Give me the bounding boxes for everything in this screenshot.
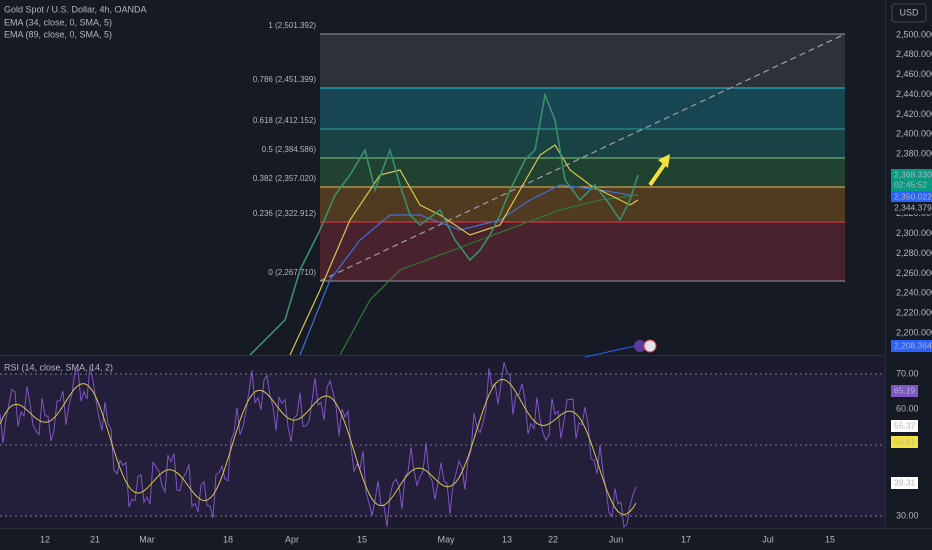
price-badge: [891, 169, 932, 181]
price-tick: 2,400.000: [896, 129, 932, 139]
symbol: Gold Spot / U.S. Dollar, 4h, OANDA: [4, 4, 147, 14]
time-tick: 17: [681, 534, 691, 544]
time-tick: 15: [825, 534, 835, 544]
fib-label: 0.786 (2,451.399): [253, 75, 316, 84]
time-tick: Mar: [139, 534, 155, 544]
price-badge-label: 2,368.330: [894, 169, 932, 179]
fib-zones: [319, 33, 846, 282]
fib-label: 0.382 (2,357.020): [253, 174, 316, 183]
arrow-head: [658, 154, 670, 168]
ema-200: [339, 194, 639, 356]
event-icon: [643, 339, 657, 353]
time-tick: May: [437, 534, 455, 544]
fib-label: 1 (2,501.392): [268, 21, 316, 30]
price-badge: [891, 202, 932, 214]
price-tick: 2,440.000: [896, 89, 932, 99]
price-tick: 2,500.000: [896, 29, 932, 39]
fib-label: 0.618 (2,412.152): [253, 116, 316, 125]
price: [249, 92, 639, 356]
rsi-tick: 60.00: [896, 403, 919, 413]
price-badge-label: 2,350.022: [894, 191, 932, 201]
fib-label: 0.236 (2,322.912): [253, 209, 316, 218]
time-tick: 18: [223, 534, 233, 544]
price-tick: 2,280.000: [896, 248, 932, 258]
rsi-badge-label: 65.19: [894, 385, 916, 395]
rsi-band: [0, 374, 885, 516]
time-tick: 22: [548, 534, 558, 544]
ema-89: [299, 184, 631, 356]
time-tick: 21: [90, 534, 100, 544]
trend-line: [319, 33, 846, 282]
time-tick: Apr: [285, 534, 299, 544]
price-tick: 2,200.000: [896, 327, 932, 337]
indicator: EMA (34, close, 0, SMA, 5): [4, 17, 112, 27]
fib-zone: [320, 222, 845, 281]
price-badge: [891, 179, 932, 191]
price-badge: [891, 191, 932, 203]
fib-label: 0.5 (2,384.586): [262, 145, 317, 154]
fib-zone: [320, 129, 845, 158]
time-tick: Jun: [609, 534, 624, 544]
price-tick: 2,480.000: [896, 49, 932, 59]
price-tick: 2,260.000: [896, 268, 932, 278]
rsi-ma: [0, 378, 637, 516]
arrow: [648, 160, 668, 187]
fib-zone: [320, 34, 845, 88]
fib-label: 0 (2,267.710): [268, 268, 316, 277]
fib-zone: [320, 88, 845, 129]
rsi-title: RSI (14, close, SMA, 14, 2): [4, 362, 113, 372]
rsi-tick: 70.00: [896, 368, 919, 378]
price-badge: [891, 340, 932, 352]
rsi-line: [0, 362, 637, 529]
price-tick: 2,300.000: [896, 228, 932, 238]
currency[interactable]: USD: [899, 7, 919, 17]
price-tick: 2,460.000: [896, 69, 932, 79]
price-badge-label: 02:45:52: [894, 179, 927, 189]
price-badge-label: 2,344.379: [894, 202, 932, 212]
rsi-badge-label: 50.81: [894, 436, 916, 446]
price-tick: 2,220.000: [896, 308, 932, 318]
price-tick: 2,240.000: [896, 288, 932, 298]
rsi-badge: [891, 477, 918, 489]
currency-button[interactable]: [891, 3, 927, 23]
rsi-lines: [0, 362, 637, 529]
time-tick: 12: [40, 534, 50, 544]
rsi-badge-label: 55.37: [894, 420, 916, 430]
rsi-badge: [891, 385, 918, 397]
price-badge-label: 2,208.364: [894, 340, 932, 350]
rsi-badge: [891, 436, 918, 448]
time-tick: 13: [502, 534, 512, 544]
rsi-badge: [891, 420, 918, 432]
event-line: [584, 345, 636, 358]
price-axis: [885, 0, 932, 528]
time-tick: Jul: [762, 534, 774, 544]
indicator: EMA (89, close, 0, SMA, 5): [4, 29, 112, 39]
event-icon: [634, 340, 646, 352]
time-tick: 15: [357, 534, 367, 544]
price-tick: 2,420.000: [896, 109, 932, 119]
rsi-tick: 30.00: [896, 510, 919, 520]
price-tick: 2,380.000: [896, 149, 932, 159]
rsi-badge-label: 39.31: [894, 477, 916, 487]
